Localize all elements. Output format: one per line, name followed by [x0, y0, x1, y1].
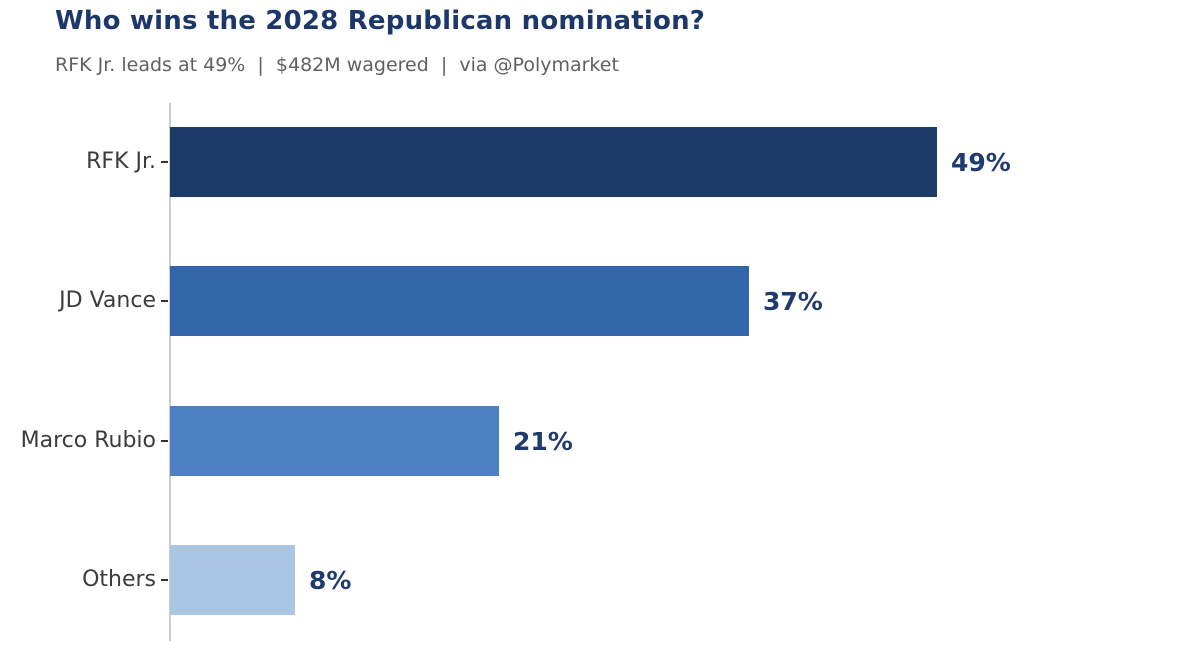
axis-tick-mark	[161, 300, 168, 303]
axis-tick-mark	[161, 439, 168, 442]
axis-tick-mark	[161, 161, 168, 163]
value-label: 21%	[513, 426, 573, 456]
chart-title: Who wins the 2028 Republican nomination?	[55, 6, 706, 36]
chart-subtitle: RFK Jr. leads at 49% | $482M wagered | v…	[55, 54, 619, 76]
category-label: RFK Jr.	[86, 149, 156, 174]
axis-tick-mark	[161, 579, 168, 582]
value-label: 49%	[951, 148, 1011, 177]
y-axis-line	[169, 103, 171, 641]
value-label: 8%	[309, 566, 352, 596]
bar-rfk-jr	[170, 127, 937, 197]
bar-others	[170, 545, 295, 616]
category-label: Marco Rubio	[20, 427, 156, 453]
bar-jd-vance	[170, 266, 749, 337]
category-label: Others	[82, 567, 156, 593]
bar-marco-rubio	[170, 405, 499, 476]
category-label: JD Vance	[59, 288, 156, 314]
value-label: 37%	[763, 287, 823, 317]
